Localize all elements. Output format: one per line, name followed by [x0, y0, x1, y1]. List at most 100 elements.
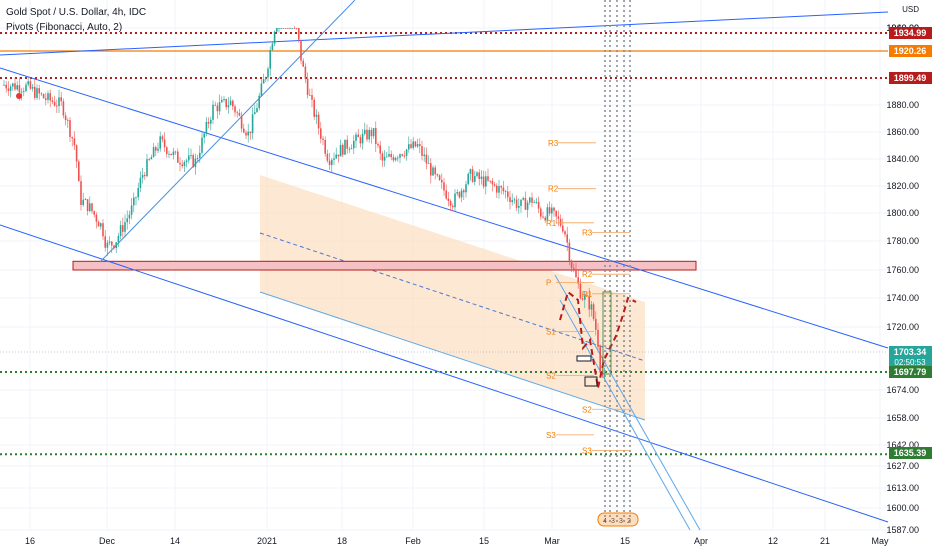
candle-body — [588, 295, 590, 310]
candle-body — [82, 199, 84, 205]
candle-body — [146, 159, 148, 177]
time-tick-label: Dec — [99, 536, 116, 546]
time-tick-label: 2021 — [257, 536, 277, 546]
time-tick-label: Mar — [544, 536, 560, 546]
marker-box — [584, 376, 598, 387]
candle-body — [438, 175, 441, 180]
pivot-label: R1 — [546, 219, 557, 228]
candle-body — [188, 155, 190, 161]
candle-body — [73, 138, 76, 146]
candle-body — [67, 120, 69, 121]
candle-body — [502, 187, 505, 192]
candle-body — [20, 91, 23, 93]
candle-body — [364, 129, 366, 134]
candle-body — [581, 298, 584, 300]
candle-body — [18, 85, 21, 93]
candle-body — [320, 128, 322, 139]
candle-body — [27, 81, 29, 85]
candle-body — [38, 88, 40, 94]
time-tick-label: 21 — [820, 536, 830, 546]
breakdown-line-1 — [554, 274, 701, 531]
candle-body — [482, 176, 485, 187]
candle-body — [575, 270, 577, 278]
candle-body — [410, 144, 412, 148]
candle-body — [273, 31, 276, 44]
candle-body — [210, 119, 212, 124]
candle-body — [419, 144, 421, 147]
price-tick-label: 1880.00 — [886, 100, 919, 110]
candle-body — [106, 242, 109, 248]
candle-body — [326, 153, 329, 161]
candle-body — [221, 100, 223, 103]
candle-body — [467, 173, 469, 185]
candle-body — [229, 100, 232, 106]
candle-body — [489, 180, 491, 182]
currency-label: USD — [902, 5, 919, 14]
price-badge-label: 1934.99 — [894, 28, 927, 38]
price-tick-label: 1840.00 — [886, 154, 919, 164]
candle-body — [80, 181, 82, 205]
candle-body — [579, 283, 582, 299]
rising-trend-line — [99, 0, 356, 263]
symbol-title: Gold Spot / U.S. Dollar, 4h, IDC — [6, 7, 147, 18]
price-tick-label: 1587.00 — [886, 525, 919, 535]
candle-body — [366, 129, 368, 140]
channel-midline — [259, 232, 646, 362]
candle-body — [390, 154, 392, 158]
candle-body — [566, 234, 568, 243]
candle-body — [487, 176, 489, 181]
candle-body — [135, 197, 137, 199]
candle-body — [353, 140, 355, 149]
candle-body — [500, 186, 502, 188]
candle-body — [553, 207, 555, 211]
support-zone — [72, 260, 697, 271]
candle-body — [293, 28, 296, 29]
candle-body — [170, 153, 172, 155]
ceiling-line — [0, 11, 889, 56]
candle-body — [190, 155, 192, 156]
candle-body — [504, 191, 507, 193]
candle-body — [262, 79, 265, 84]
candle-body — [205, 121, 208, 134]
pivot-label: R2 — [548, 185, 559, 194]
candle-body — [520, 199, 522, 206]
candle-body — [69, 120, 71, 138]
candle-body — [269, 50, 271, 69]
candle-body — [568, 242, 571, 261]
candle-body — [537, 201, 540, 209]
time-tick-label: Feb — [405, 536, 421, 546]
candle-body — [388, 154, 390, 157]
candle-body — [381, 153, 384, 161]
candle-body — [119, 225, 122, 237]
marker-box — [576, 355, 592, 362]
candle-body — [498, 186, 500, 193]
candle-body — [124, 222, 126, 232]
candle-body — [276, 28, 278, 32]
candle-body — [194, 158, 197, 167]
price-badge-label: 1697.79 — [894, 367, 927, 377]
candle-body — [163, 139, 166, 148]
candle-body — [524, 197, 527, 210]
candle-body — [331, 159, 333, 165]
candle-body — [603, 374, 606, 376]
candle-body — [218, 102, 221, 112]
candle-body — [256, 108, 258, 113]
candle-body — [280, 28, 282, 29]
time-tick-label: 16 — [25, 536, 35, 546]
price-tick-label: 1740.00 — [886, 293, 919, 303]
candle-body — [207, 121, 210, 124]
candle-body — [212, 104, 214, 120]
candle-body — [133, 197, 135, 206]
candle-body — [592, 304, 595, 319]
candle-body — [172, 151, 175, 155]
candle-body — [139, 177, 142, 189]
candle-body — [159, 136, 161, 149]
price-tick-label: 1780.00 — [886, 236, 919, 246]
indicator-label: Pivots (Fibonacci, Auto, 2) — [6, 22, 123, 33]
candle-body — [586, 295, 588, 297]
candle-body — [463, 190, 465, 193]
candle-body — [177, 151, 179, 163]
candle-body — [97, 221, 100, 227]
candle-body — [234, 106, 236, 113]
